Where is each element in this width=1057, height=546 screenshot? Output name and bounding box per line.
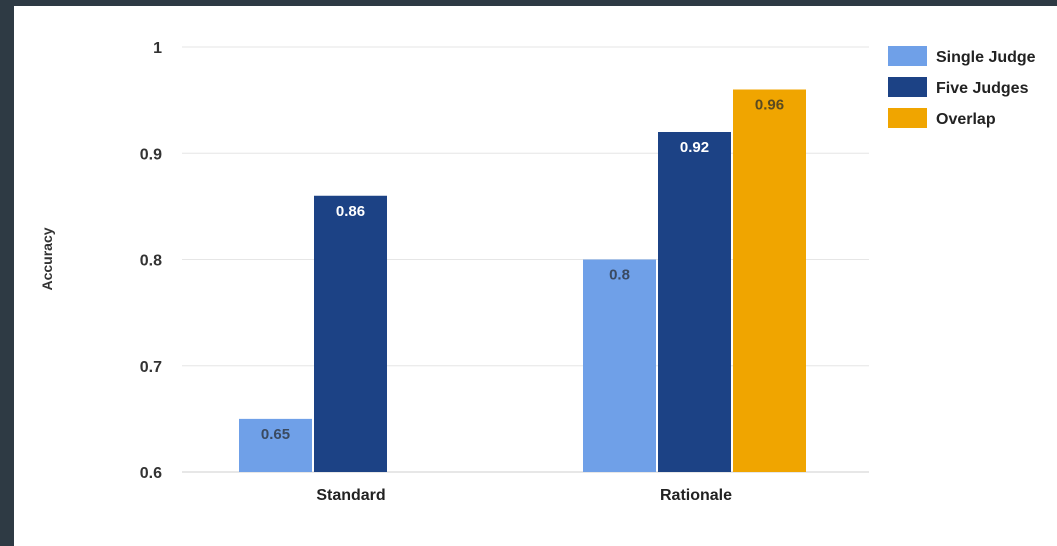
y-tick-label: 1 xyxy=(153,40,162,57)
data-label: 0.86 xyxy=(336,203,365,220)
data-label: 0.65 xyxy=(261,426,290,443)
x-axis-categories: Standard Rationale xyxy=(316,487,732,504)
legend-label: Overlap xyxy=(936,111,996,128)
legend-swatch xyxy=(888,77,927,97)
bar xyxy=(314,195,387,472)
data-label: 0.8 xyxy=(609,267,630,284)
data-label: 0.96 xyxy=(755,97,784,114)
bar xyxy=(733,89,806,472)
legend-swatch xyxy=(888,108,927,128)
bar xyxy=(658,132,731,472)
legend-label: Single Judge xyxy=(936,49,1036,66)
bar xyxy=(583,259,656,472)
y-tick-label: 0.8 xyxy=(140,253,162,270)
chart-frame: 0.6 0.7 0.8 0.9 1 Accuracy 0.65 0.86 0.8 0.92 0.… xyxy=(14,6,1057,546)
y-tick-label: 0.7 xyxy=(140,359,162,376)
bar xyxy=(239,418,312,472)
bars xyxy=(239,89,806,472)
y-axis-ticks: 0.6 0.7 0.8 0.9 1 xyxy=(140,40,162,482)
data-labels: 0.65 0.86 0.8 0.92 0.96 xyxy=(261,97,784,443)
y-axis-title: Accuracy xyxy=(39,227,55,290)
legend-swatch xyxy=(888,46,927,66)
data-label: 0.92 xyxy=(680,139,709,156)
bar-chart: 0.60.70.80.91 Accuracy 0.650.860.80.920.… xyxy=(39,40,1036,504)
legend-label: Five Judges xyxy=(936,80,1029,97)
x-category-label: Standard xyxy=(316,487,385,504)
x-category-label: Rationale xyxy=(660,487,732,504)
legend: Single Judge Five Judges Overlap xyxy=(888,46,1036,128)
y-tick-label: 0.6 xyxy=(140,465,162,482)
y-tick-label: 0.9 xyxy=(140,146,162,163)
